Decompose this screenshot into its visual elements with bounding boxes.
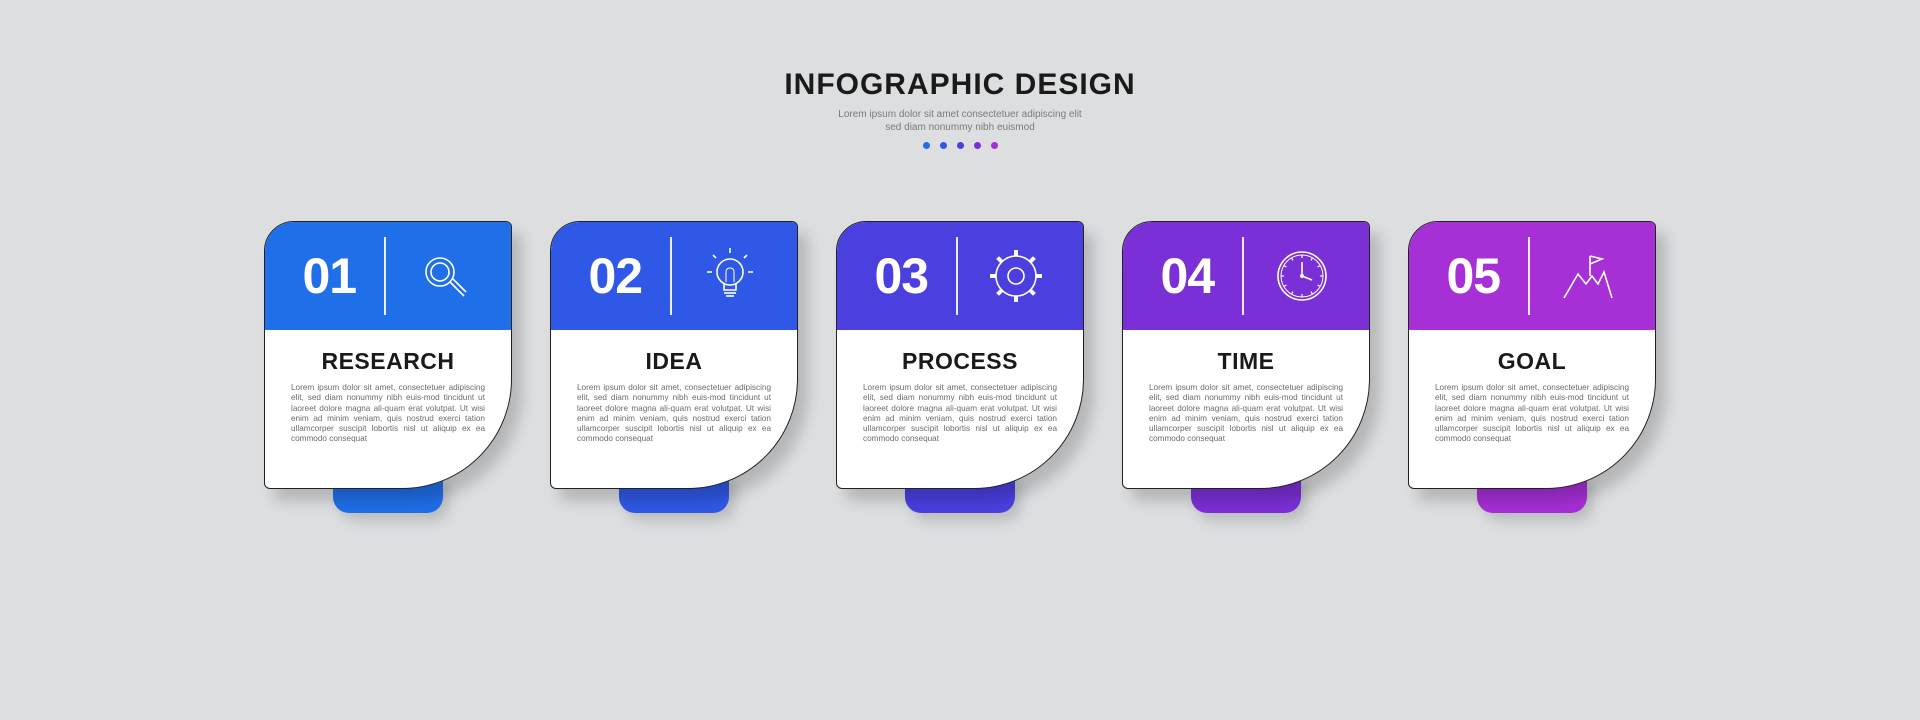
- magnifier-icon: [414, 246, 474, 306]
- card-body: TIME Lorem ipsum dolor sit amet, consecte…: [1123, 330, 1369, 455]
- color-dots: [923, 142, 998, 149]
- page-title: INFOGRAPHIC DESIGN: [784, 68, 1135, 102]
- card-header: 04: [1123, 222, 1369, 330]
- card: 01 RESEARCH Lorem ipsum dolor sit amet, co…: [264, 221, 512, 489]
- step-description: Lorem ipsum dolor sit amet, consectetuer…: [291, 383, 485, 445]
- lightbulb-icon: [700, 246, 760, 306]
- step-title: PROCESS: [863, 348, 1057, 375]
- card-body: GOAL Lorem ipsum dolor sit amet, consecte…: [1409, 330, 1655, 455]
- color-dot: [940, 142, 947, 149]
- card-header: 02: [551, 222, 797, 330]
- card-header: 01: [265, 222, 511, 330]
- card-body: RESEARCH Lorem ipsum dolor sit amet, cons…: [265, 330, 511, 455]
- step-card: 01 RESEARCH Lorem ipsum dolor sit amet, co…: [264, 221, 512, 489]
- header-divider: [670, 237, 672, 315]
- cards-row: 01 RESEARCH Lorem ipsum dolor sit amet, co…: [264, 221, 1656, 489]
- card-body: IDEA Lorem ipsum dolor sit amet, consecte…: [551, 330, 797, 455]
- flag-mountain-icon: [1558, 246, 1618, 306]
- step-number: 05: [1446, 247, 1500, 305]
- card: 05 GOAL Lorem ipsum dolor sit amet, consec…: [1408, 221, 1656, 489]
- header-divider: [1242, 237, 1244, 315]
- card-header: 05: [1409, 222, 1655, 330]
- step-number: 02: [588, 247, 642, 305]
- step-card: 02 IDEA Lorem ipsum dolor sit amet, consec…: [550, 221, 798, 489]
- clock-icon: [1272, 246, 1332, 306]
- step-title: TIME: [1149, 348, 1343, 375]
- step-title: GOAL: [1435, 348, 1629, 375]
- step-title: IDEA: [577, 348, 771, 375]
- header-divider: [1528, 237, 1530, 315]
- step-title: RESEARCH: [291, 348, 485, 375]
- step-description: Lorem ipsum dolor sit amet, consectetuer…: [1149, 383, 1343, 445]
- color-dot: [991, 142, 998, 149]
- header-divider: [956, 237, 958, 315]
- step-description: Lorem ipsum dolor sit amet, consectetuer…: [577, 383, 771, 445]
- header-divider: [384, 237, 386, 315]
- step-number: 01: [302, 247, 356, 305]
- step-description: Lorem ipsum dolor sit amet, consectetuer…: [863, 383, 1057, 445]
- step-description: Lorem ipsum dolor sit amet, consectetuer…: [1435, 383, 1629, 445]
- card: 04 TIME Lorem ipsum dolor sit amet, consec…: [1122, 221, 1370, 489]
- step-number: 04: [1160, 247, 1214, 305]
- card-header: 03: [837, 222, 1083, 330]
- card: 02 IDEA Lorem ipsum dolor sit amet, consec…: [550, 221, 798, 489]
- step-card: 05 GOAL Lorem ipsum dolor sit amet, consec…: [1408, 221, 1656, 489]
- page-subtitle: Lorem ipsum dolor sit amet consectetuer …: [830, 108, 1090, 134]
- card: 03 PROCESS Lorem ipsum dolor sit amet, con…: [836, 221, 1084, 489]
- color-dot: [974, 142, 981, 149]
- color-dot: [923, 142, 930, 149]
- step-card: 03 PROCESS Lorem ipsum dolor sit amet, con…: [836, 221, 1084, 489]
- step-card: 04 TIME Lorem ipsum dolor sit amet, consec…: [1122, 221, 1370, 489]
- card-body: PROCESS Lorem ipsum dolor sit amet, conse…: [837, 330, 1083, 455]
- color-dot: [957, 142, 964, 149]
- gear-icon: [986, 246, 1046, 306]
- step-number: 03: [874, 247, 928, 305]
